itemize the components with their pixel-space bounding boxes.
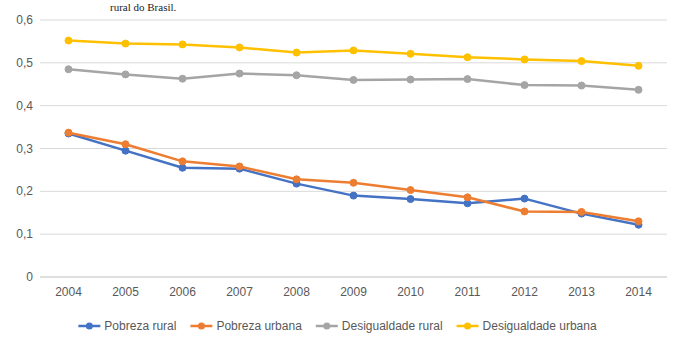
legend-marker [464,323,471,330]
series-marker [407,50,414,57]
series-marker [122,40,129,47]
x-tick-label: 2005 [112,285,139,299]
series-marker [65,37,72,44]
legend-label: Desigualdade rural [342,319,443,333]
series-marker [293,72,300,79]
legend-label: Pobreza urbana [216,319,302,333]
y-tick-label: 0,1 [16,227,33,241]
y-tick-label: 0 [26,270,33,284]
legend-label: Pobreza rural [104,319,176,333]
series-marker [350,47,357,54]
series-marker [179,158,186,165]
y-tick-label: 0,6 [16,13,33,27]
series-marker [179,75,186,82]
series-marker [578,208,585,215]
series-marker [464,76,471,83]
legend-marker [86,323,93,330]
series-marker [578,58,585,65]
x-tick-label: 2009 [340,285,367,299]
series-marker [407,76,414,83]
series-marker [350,192,357,199]
x-tick-label: 2007 [226,285,253,299]
legend-item: Pobreza rural [78,319,176,333]
grid-line [40,105,667,106]
series-marker [521,56,528,63]
series-marker [350,179,357,186]
series-line [69,41,639,66]
y-tick-label: 0,5 [16,56,33,70]
grid-line [40,62,667,63]
series-line [69,69,639,90]
x-tick-label: 2006 [169,285,196,299]
series-marker [521,82,528,89]
legend-item: Desigualdade urbana [457,319,597,333]
y-tick-label: 0,2 [16,184,33,198]
series-line [69,134,639,225]
x-tick-label: 2004 [55,285,82,299]
series-marker [122,71,129,78]
series-marker [122,141,129,148]
series-marker [635,62,642,69]
chart: rural do Brasil.00,10,20,30,40,50,620042… [0,0,675,337]
series-marker [236,70,243,77]
legend-item: Pobreza urbana [190,319,302,333]
title: rural do Brasil. [110,1,177,13]
series-marker [635,86,642,93]
series-marker [407,196,414,203]
grid-line [40,277,667,278]
x-tick-label: 2014 [625,285,652,299]
y-axis: 0 0,1 0,2 0,3 0,4 0,5 0,6 [16,13,667,284]
series-marker [179,41,186,48]
series-marker [521,208,528,215]
y-tick-label: 0,3 [16,142,33,156]
series-marker [65,66,72,73]
x-tick-label: 2012 [511,285,538,299]
x-axis: 2004 2005 2006 2007 2008 2009 2010 2011 2012 2013… [55,285,652,299]
series-marker [464,194,471,201]
legend-marker [323,323,330,330]
x-tick-label: 2013 [568,285,595,299]
series-marker [65,129,72,136]
series-marker [635,218,642,225]
series-marker [293,176,300,183]
y-tick-label: 0,4 [16,99,33,113]
series-marker [65,130,72,137]
x-tick-label: 2011 [455,285,481,299]
series-marker [236,44,243,51]
series-marker [236,163,243,170]
legend: Pobreza rural Pobreza urbana Desigualdade … [78,319,597,333]
grid-line [40,234,667,235]
series-group [65,37,642,228]
grid-line [40,20,667,21]
series-marker [578,82,585,89]
series-line [69,133,639,222]
grid-line [40,148,667,149]
legend-item: Desigualdade rural [316,319,443,333]
series-marker [350,76,357,83]
series-marker [293,49,300,56]
legend-label: Desigualdade urbana [483,319,597,333]
x-tick-label: 2008 [283,285,310,299]
x-tick-label: 2010 [397,285,424,299]
legend-marker [198,323,205,330]
series-marker [407,187,414,194]
series-marker [521,195,528,202]
series-marker [464,54,471,61]
